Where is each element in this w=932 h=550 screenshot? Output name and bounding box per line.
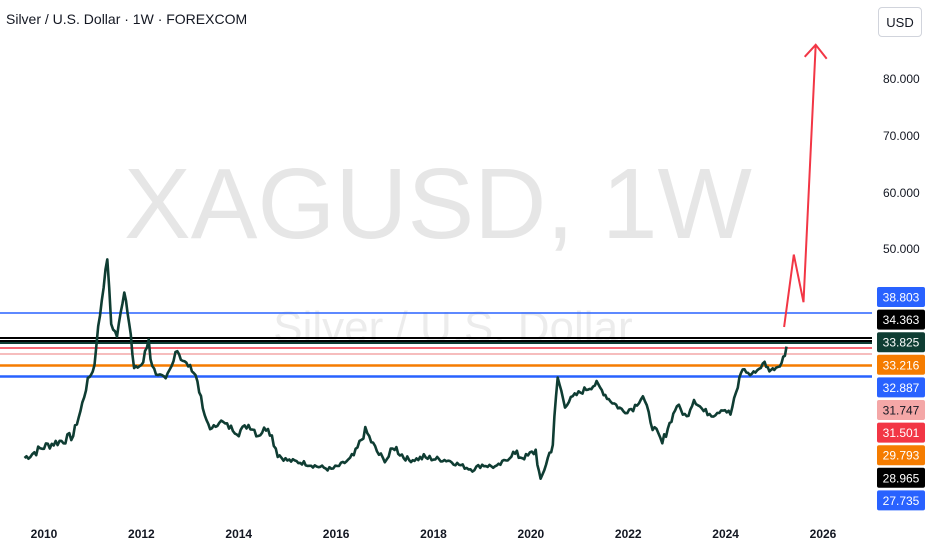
price-tag: 33.825	[877, 332, 925, 353]
price-tag-label: 28.965	[883, 471, 920, 485]
price-tag: 34.363	[877, 309, 925, 330]
x-tick-label: 2016	[323, 527, 350, 541]
price-tag: 27.735	[877, 490, 925, 511]
price-tag-label: 33.216	[883, 358, 920, 372]
price-tag-label: 32.887	[883, 381, 920, 395]
price-tag-label: 27.735	[883, 494, 920, 508]
price-axis: 80.000 70.000 60.000 50.000	[883, 72, 920, 256]
price-tag-label: 31.501	[883, 426, 920, 440]
price-tag-label: 33.825	[883, 336, 920, 350]
currency-button[interactable]: USD	[878, 7, 922, 37]
price-tag: 31.501	[877, 422, 925, 443]
price-tag-label: 31.747	[883, 404, 920, 418]
y-tick-label: 70.000	[883, 129, 920, 143]
arrow-path	[783, 44, 817, 328]
arrow-head	[803, 43, 828, 60]
price-tag: 32.887	[877, 377, 925, 398]
price-tag: 28.965	[877, 467, 925, 488]
price-line	[23, 258, 788, 480]
price-tag-label: 34.363	[883, 313, 920, 327]
x-tick-label: 2010	[31, 527, 58, 541]
chart-title: Silver / U.S. Dollar · 1W · FOREXCOM	[6, 11, 248, 27]
price-tag: 38.803	[877, 287, 925, 307]
x-tick-label: 2024	[712, 527, 739, 541]
x-tick-label: 2012	[128, 527, 155, 541]
price-tag-label: 29.793	[883, 449, 920, 463]
price-tags: 38.803 34.363 33.825 33.216 32.887 31.747 31.5…	[877, 287, 925, 511]
price-series	[23, 258, 788, 480]
time-axis: 2010 2012 2014 2016 2018 2020 2022 2024 2026	[31, 527, 837, 541]
watermark-symbol: XAGUSD, 1W	[124, 148, 752, 260]
price-tag: 33.216	[877, 354, 925, 375]
projection-arrow	[783, 43, 828, 328]
price-tag-label: 38.803	[883, 291, 920, 305]
y-tick-label: 80.000	[883, 72, 920, 86]
y-tick-label: 50.000	[883, 242, 920, 256]
x-tick-label: 2020	[518, 527, 545, 541]
x-tick-label: 2018	[420, 527, 447, 541]
x-tick-label: 2014	[225, 527, 252, 541]
x-tick-label: 2026	[810, 527, 837, 541]
y-tick-label: 60.000	[883, 186, 920, 200]
price-tag: 29.793	[877, 445, 925, 466]
price-tag: 31.747	[877, 400, 925, 420]
watermark-name: Silver / U.S. Dollar	[273, 303, 632, 352]
x-tick-label: 2022	[615, 527, 642, 541]
